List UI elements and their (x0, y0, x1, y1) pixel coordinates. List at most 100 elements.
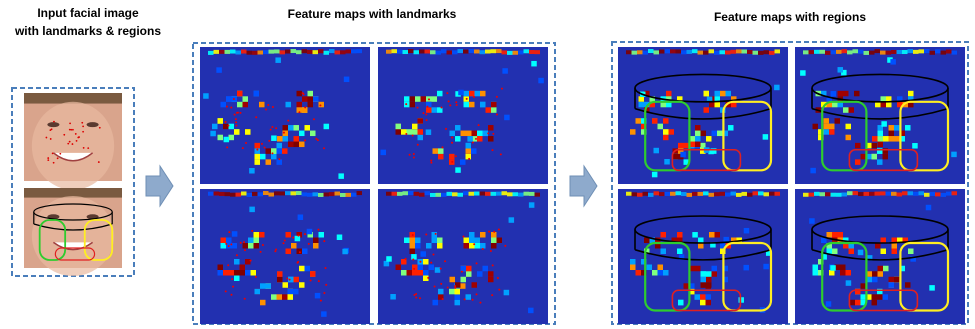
map-cell (283, 136, 289, 142)
map-cell (240, 270, 246, 276)
landmark (320, 300, 322, 302)
map-top-cell (340, 50, 346, 54)
map-top-cell (919, 191, 925, 195)
map-top-cell (820, 50, 826, 54)
map-cell (226, 96, 232, 102)
map-cell (229, 270, 235, 276)
map-top-cell (753, 191, 759, 195)
map-top-cell (764, 50, 770, 54)
map-cell (728, 125, 734, 131)
landmark (412, 234, 414, 236)
map-cell (297, 249, 303, 255)
map-top-cell (313, 50, 319, 54)
landmark (413, 157, 415, 159)
map-cell (223, 270, 229, 276)
landmark (275, 249, 277, 251)
map-cell (695, 142, 701, 148)
map-top-cell (864, 192, 870, 196)
map-cell (315, 293, 321, 299)
map-top-cell (291, 49, 297, 53)
landmark (78, 136, 80, 138)
map-cell (297, 91, 303, 97)
map-cell (809, 218, 815, 224)
landmark (422, 112, 424, 114)
landmark (317, 229, 319, 231)
map-cell (840, 265, 846, 271)
map-top-cell (491, 192, 497, 196)
map-cell (461, 131, 467, 137)
map-top-cell (302, 192, 308, 196)
map-top-cell (241, 50, 247, 54)
landmark (487, 132, 489, 134)
landmark (468, 158, 470, 160)
map-cell (824, 118, 830, 124)
landmark (417, 144, 419, 146)
landmark (405, 103, 407, 105)
map-cell (342, 249, 348, 255)
map-top-cell (692, 192, 698, 196)
map-cell (266, 159, 272, 165)
map-top-cell (626, 192, 632, 196)
map-cell (449, 154, 455, 160)
map-cell (829, 129, 835, 135)
map-cell (491, 238, 497, 244)
map-cell (302, 249, 308, 255)
map-cell (260, 283, 266, 289)
map-cell (827, 232, 833, 238)
map-top-cell (258, 50, 264, 54)
map-cell (426, 129, 432, 135)
map-cell (415, 96, 421, 102)
map-top-cell (858, 50, 864, 54)
landmark (488, 231, 490, 233)
map-cell (266, 283, 272, 289)
map-cell (680, 152, 686, 158)
map-cell (744, 228, 750, 234)
map-cell (720, 91, 726, 97)
map-cell (450, 277, 456, 283)
map-top-cell (458, 193, 464, 197)
landmark (283, 242, 285, 244)
landmark (235, 118, 237, 120)
map-top-cell (847, 50, 853, 54)
map-cell (497, 238, 503, 244)
landmark (47, 159, 49, 161)
map-top-cell (397, 192, 403, 196)
map-top-cell (419, 193, 425, 197)
landmark (491, 149, 493, 151)
map-cell (477, 136, 483, 142)
landmark (76, 140, 78, 142)
map-cell (344, 77, 350, 83)
map-top-cell (681, 192, 687, 196)
landmark (265, 108, 267, 110)
landmark (72, 143, 74, 145)
map-cell (715, 232, 721, 238)
map-top-cell (480, 50, 486, 54)
map-top-cell (351, 193, 357, 197)
map-cell (838, 232, 844, 238)
map-top-cell (654, 191, 660, 195)
map-cell (658, 124, 664, 130)
feature-map (795, 189, 965, 324)
landmark (53, 121, 55, 123)
map-top-cell (236, 50, 242, 54)
map-cell (324, 124, 330, 130)
map-cell (310, 131, 316, 137)
map-cell (704, 91, 710, 97)
map-cell (313, 243, 319, 249)
map-top-cell (820, 192, 826, 196)
landmark (256, 149, 258, 151)
map-top-cell (864, 51, 870, 55)
landmark (451, 161, 453, 163)
map-cell (663, 270, 669, 276)
map-cell (418, 265, 424, 271)
map-top-cell (632, 51, 638, 55)
landmark (72, 129, 74, 131)
map-cell (438, 289, 444, 295)
map-top-cell (654, 50, 660, 54)
map-cell (277, 277, 283, 283)
map-top-cell (524, 49, 530, 53)
map-cell (881, 121, 887, 127)
landmark (317, 139, 319, 141)
map-top-cell (397, 50, 403, 54)
map-cell (223, 124, 229, 130)
